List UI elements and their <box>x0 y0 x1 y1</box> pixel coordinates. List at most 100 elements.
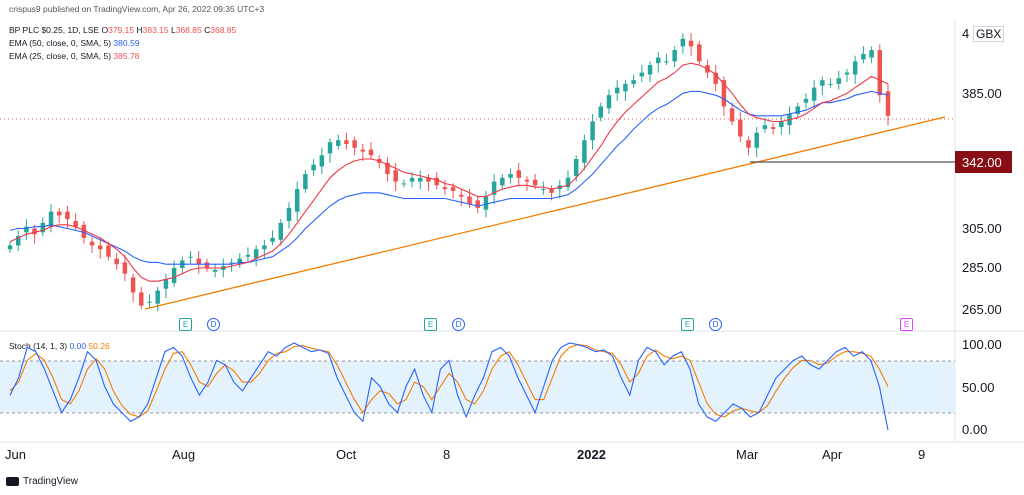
candle-body <box>557 185 563 190</box>
candle-body <box>40 222 46 233</box>
candle-body <box>171 268 177 284</box>
dividend-badge-2[interactable]: D <box>452 318 465 331</box>
candle-body <box>89 241 95 246</box>
candle-body <box>418 177 423 182</box>
candle-body <box>680 38 686 47</box>
candle-body <box>32 228 37 235</box>
candle-body <box>245 254 251 257</box>
close-value: 368.85 <box>210 25 237 35</box>
price-marker-label: 342.00 <box>962 155 1002 170</box>
candle-body <box>697 44 702 62</box>
dividend-badge-3[interactable]: D <box>709 318 722 331</box>
stoch-k-value: 0.00 <box>69 341 87 351</box>
candle-body <box>434 177 439 186</box>
candle-body <box>582 140 587 163</box>
candle-body <box>73 221 78 227</box>
candle-body <box>139 292 144 306</box>
ema50-legend[interactable]: EMA (50, close, 0, SMA, 5) 380.59 <box>9 38 139 49</box>
x-label-oct: Oct <box>336 447 357 462</box>
candle-body <box>467 196 472 205</box>
open-label: O <box>101 25 109 35</box>
price-marker-bg <box>955 151 1012 173</box>
candle-body <box>221 266 226 270</box>
candle-body <box>65 211 70 220</box>
earnings-badge-1[interactable]: E <box>179 318 192 331</box>
candle-body <box>147 301 152 303</box>
stoch-legend[interactable]: Stoch (14, 1, 3) 0.00 50.26 <box>9 341 110 352</box>
dividend-badge-1[interactable]: D <box>207 318 220 331</box>
candle-body <box>656 57 661 64</box>
candle-body <box>590 121 595 141</box>
y-tick-265: 265.00 <box>962 302 1002 317</box>
symbol-legend[interactable]: BP PLC $0.25, 1D, LSE O379.15 H383.15 L3… <box>9 25 236 36</box>
candle-body <box>426 177 431 182</box>
candle-body <box>180 260 185 268</box>
high-label: H <box>136 25 143 35</box>
candle-body <box>368 149 374 156</box>
candle-body <box>516 170 521 178</box>
candle-body <box>828 83 833 85</box>
candle-body <box>229 262 234 264</box>
candle-body <box>262 245 267 250</box>
low-value: 368.85 <box>175 25 202 35</box>
publish-caption: crispus9 published on TradingView.com, A… <box>9 4 265 14</box>
candle-body <box>81 224 87 238</box>
candle-body <box>524 179 530 182</box>
stoch-tick-50: 50.00 <box>962 380 995 395</box>
candle-body <box>836 78 842 84</box>
earnings-badge-3[interactable]: E <box>681 318 694 331</box>
candles-group <box>7 33 891 312</box>
x-label-2022: 2022 <box>577 447 606 462</box>
candle-body <box>130 277 136 293</box>
ema50-label: EMA (50, close, 0, SMA, 5) <box>9 38 112 48</box>
candle-body <box>377 159 382 163</box>
candle-body <box>541 189 546 191</box>
candle-body <box>885 91 891 116</box>
brand-label: TradingView <box>23 476 79 487</box>
ema25-line <box>9 62 889 282</box>
earnings-badge-upcoming[interactable]: E <box>900 318 913 331</box>
candle-body <box>106 245 111 257</box>
brand[interactable]: TradingView <box>6 476 78 487</box>
candle-body <box>155 290 160 304</box>
candle-body <box>311 164 316 171</box>
currency-badge[interactable]: GBX <box>973 26 1005 42</box>
candle-body <box>500 177 505 186</box>
low-label: L <box>170 25 176 35</box>
candle-body <box>549 189 554 193</box>
candle-body <box>360 149 366 152</box>
candle-body <box>803 98 809 103</box>
ema50-line <box>9 90 889 265</box>
stoch-tick-0: 0.00 <box>962 422 987 437</box>
candle-body <box>401 183 407 185</box>
symbol-name[interactable]: BP PLC $0.25, 1D, LSE <box>9 25 100 35</box>
earnings-badge-2[interactable]: E <box>424 318 437 331</box>
candle-body <box>820 80 825 86</box>
candle-body <box>335 140 341 146</box>
high-value: 383.15 <box>142 25 169 35</box>
candle-body <box>738 119 743 137</box>
candle-body <box>811 87 817 101</box>
candle-body <box>631 80 636 84</box>
ema25-legend[interactable]: EMA (25, close, 0, SMA, 5) 385.78 <box>9 51 139 62</box>
candle-body <box>56 211 62 216</box>
candle-body <box>393 170 398 182</box>
candle-body <box>98 245 103 250</box>
candle-body <box>606 95 612 109</box>
open-value: 379.15 <box>108 25 135 35</box>
candle-body <box>713 72 718 84</box>
candle-body <box>795 106 800 114</box>
candle-body <box>861 53 866 60</box>
y-tick-385: 385.00 <box>962 86 1002 101</box>
trendline <box>144 116 946 310</box>
close-label: C <box>204 25 211 35</box>
candle-body <box>623 83 628 92</box>
candle-body <box>483 196 489 210</box>
candle-body <box>729 108 735 122</box>
candle-body <box>754 132 759 148</box>
candle-body <box>598 106 604 118</box>
candle-body <box>779 121 784 128</box>
stoch-label: Stoch (14, 1, 3) <box>9 341 68 351</box>
